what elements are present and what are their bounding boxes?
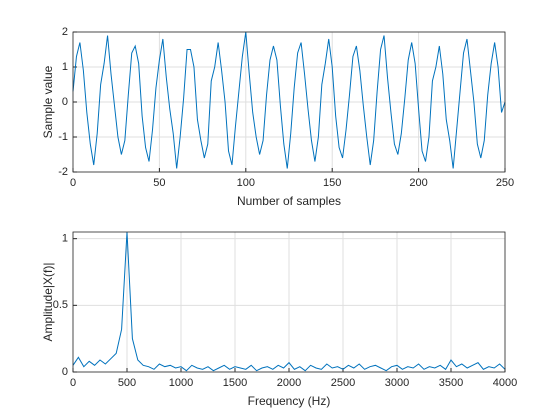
- x-tick-label: 3500: [439, 377, 463, 389]
- y-tick-label: 0: [62, 366, 68, 378]
- x-tick-label: 0: [70, 177, 76, 189]
- y-axis-label: Sample value: [41, 65, 55, 138]
- x-tick-label: 3000: [385, 377, 409, 389]
- y-tick-label: 0: [62, 96, 68, 108]
- y-tick-label: 1: [62, 61, 68, 73]
- x-axis-label: Frequency (Hz): [248, 394, 331, 408]
- x-tick-label: 500: [118, 377, 136, 389]
- y-tick-label: 1: [62, 233, 68, 245]
- y-tick-label: 0.5: [53, 299, 68, 311]
- x-tick-label: 250: [496, 177, 514, 189]
- y-axis-label: Amplitude|X(f)|: [41, 263, 55, 342]
- x-axis-label: Number of samples: [237, 194, 341, 208]
- axes-box: [72, 231, 506, 373]
- y-tick-label: -1: [58, 131, 68, 143]
- x-tick-label: 2000: [277, 377, 301, 389]
- y-tick-label: 2: [62, 26, 68, 38]
- x-tick-label: 2500: [331, 377, 355, 389]
- x-tick-label: 1000: [169, 377, 193, 389]
- x-tick-label: 1500: [223, 377, 247, 389]
- x-tick-label: 200: [409, 177, 427, 189]
- x-tick-label: 0: [70, 377, 76, 389]
- x-tick-label: 150: [323, 177, 341, 189]
- data-line: [72, 31, 506, 169]
- axes-box: [72, 31, 506, 173]
- y-tick-label: -2: [58, 166, 68, 178]
- x-tick-label: 50: [153, 177, 165, 189]
- data-line: [72, 231, 506, 372]
- x-tick-label: 4000: [493, 377, 517, 389]
- x-tick-label: 100: [237, 177, 255, 189]
